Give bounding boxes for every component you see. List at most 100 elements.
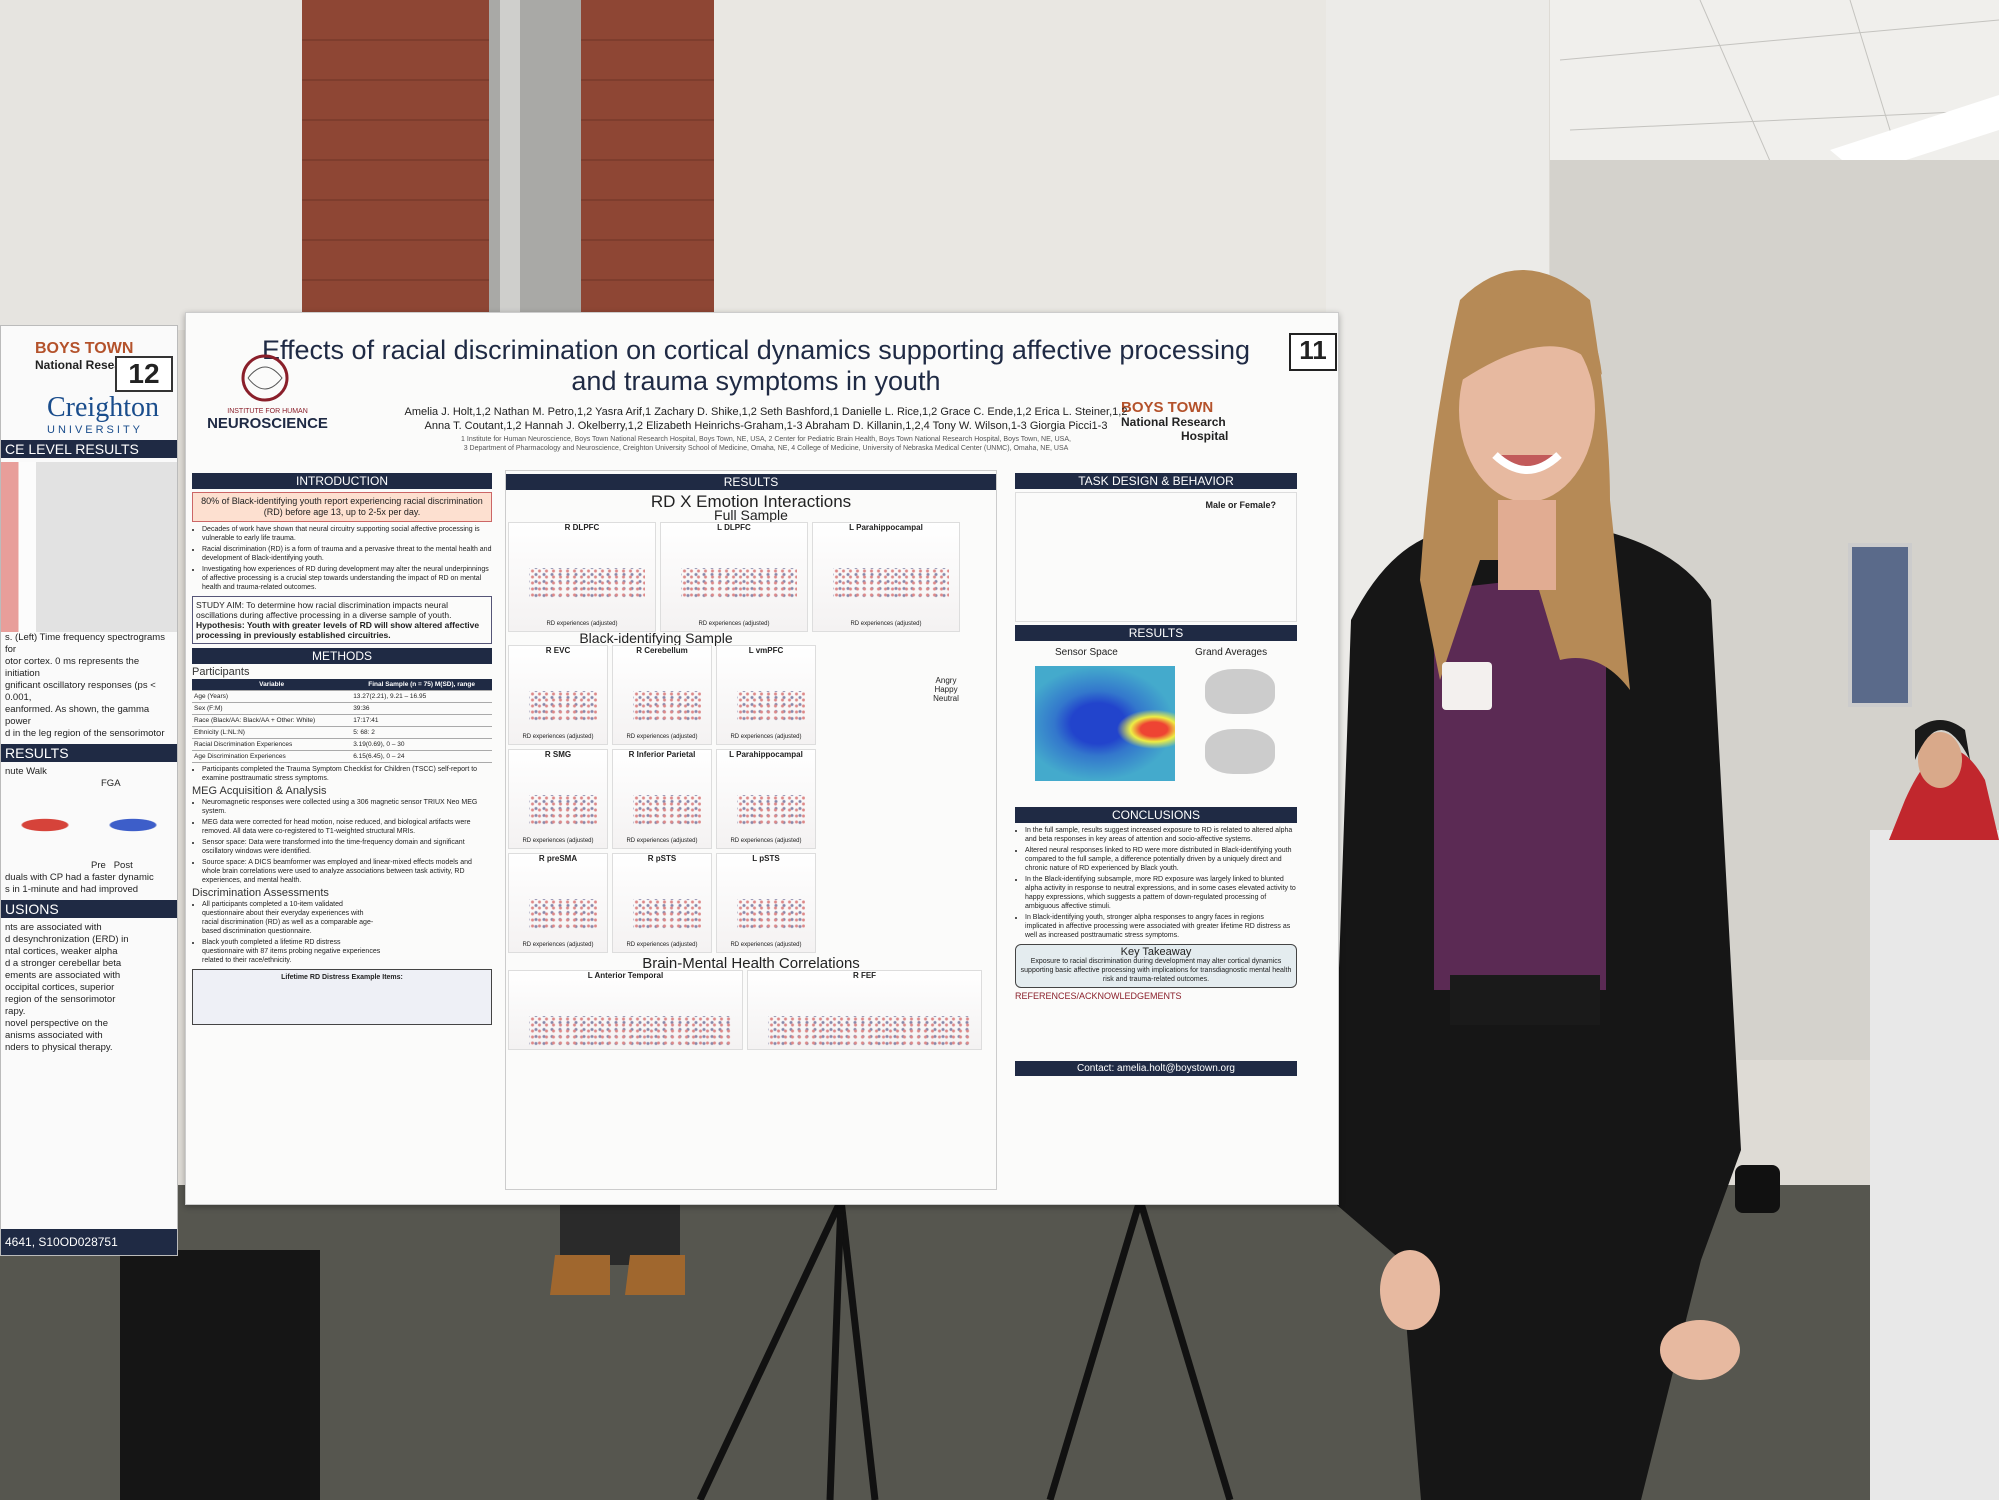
bullet: MEG data were corrected for head motion,…: [202, 818, 492, 836]
refs-header: REFERENCES/ACKNOWLEDGEMENTS: [1015, 991, 1182, 1001]
bullet: Sensor space: Data were transformed into…: [202, 838, 492, 856]
axis-label: RD experiences (adjusted): [522, 734, 594, 740]
panel-title: R preSMA: [538, 854, 578, 863]
woman-hairline: [1462, 284, 1602, 380]
decoration: [826, 1199, 845, 1500]
study-aim: STUDY AIM: To determine how racial discr…: [192, 596, 492, 644]
bullet: Decades of work have shown that neural c…: [202, 525, 492, 543]
visitor-shoes: [550, 1255, 685, 1295]
logo-left-line: NEUROSCIENCE: [207, 415, 328, 432]
left-chart-label: nute Walk: [5, 766, 47, 777]
bullet: In Black-identifying youth, stronger alp…: [1025, 913, 1297, 940]
section-header: INTRODUCTION: [192, 473, 492, 489]
sensor-figure: Sensor Space Grand Averages: [1015, 644, 1297, 804]
results-subtitle: Black-identifying Sample: [579, 630, 733, 646]
axis-label: RD experiences (adjusted): [730, 734, 802, 740]
panel-title: R FEF: [852, 971, 877, 980]
fig-label: Grand Averages: [1195, 647, 1268, 658]
affiliation-line: 3 Department of Pharmacology and Neurosc…: [463, 445, 1069, 452]
face-labels: Angry Happy Neutral: [901, 676, 991, 703]
subheader: Discrimination Assessments: [192, 887, 329, 899]
left-number: 12: [115, 356, 173, 392]
decoration: [696, 1198, 845, 1500]
woman-face: [1459, 318, 1595, 502]
face-label: Angry: [935, 676, 957, 685]
axis-label: RD experiences (adjusted): [626, 838, 698, 844]
table: [1870, 830, 1999, 1500]
aim-text: STUDY AIM: To determine how racial discr…: [196, 600, 452, 620]
left-text: rapy.: [5, 1006, 26, 1017]
plot-panel: R Inferior Parietal RD experiences (adjus…: [612, 749, 712, 849]
plot-panel: L vmPFC RD experiences (adjusted): [716, 645, 816, 745]
panel-title: L DLPFC: [717, 523, 751, 532]
panel-title: R Inferior Parietal: [628, 750, 696, 759]
results-subtitle: Full Sample: [714, 507, 788, 523]
axis-label: RD experiences (adjusted): [522, 838, 594, 844]
td: Ethnicity (L:NL:N): [192, 726, 352, 739]
left-header: CE LEVEL RESULTS: [1, 440, 177, 458]
left-header: USIONS: [1, 900, 177, 918]
axis-label: RD experiences (adjusted): [626, 942, 698, 948]
bullet: All participants completed a 10-item val…: [202, 900, 382, 936]
td: 13.27(2.21), 9.21 – 16.95: [351, 690, 492, 703]
decoration: [768, 1016, 971, 1046]
left-chart-label: Pre Post: [1, 860, 177, 872]
subheader: MEG Acquisition & Analysis: [192, 785, 327, 797]
left-text: s. (Left) Time frequency spectrograms fo…: [5, 632, 165, 655]
plot-panel: R preSMA RD experiences (adjusted): [508, 853, 608, 953]
contact: Contact: amelia.holt@boystown.org: [1015, 1061, 1297, 1076]
left-text: anisms associated with: [5, 1030, 103, 1041]
axis-label: RD experiences (adjusted): [626, 734, 698, 740]
section-header: RESULTS: [1015, 625, 1297, 641]
axis-label: RD experiences (adjusted): [522, 942, 594, 948]
decoration: Sex (F:M) 39:36: [192, 702, 492, 715]
left-chart-label: FGA: [101, 778, 121, 789]
authors: Amelia J. Holt,1,2 Nathan M. Petro,1,2 Y…: [336, 405, 1196, 433]
brain-render: [1205, 729, 1275, 774]
left-logo: BOYS TOWN: [35, 340, 134, 357]
left-text: d in the leg region of the sensorimotor: [5, 728, 165, 739]
full-panels: R DLPFC RD experiences (adjusted) L DLPFC R…: [506, 520, 976, 634]
author-line: Anna T. Coutant,1,2 Hannah J. Okelberry,…: [424, 420, 1108, 432]
decoration: [241, 354, 289, 402]
axis-label: RD experiences (adjusted): [546, 621, 618, 627]
wall-picture: [1848, 543, 1912, 707]
poster-title: Effects of racial discrimination on cort…: [262, 335, 1250, 396]
decoration: [529, 1016, 732, 1046]
decoration: [529, 899, 597, 929]
axis-label: RD experiences (adjusted): [850, 621, 922, 627]
left-text: occipital cortices, superior: [5, 982, 115, 993]
td: 6.15(6.45), 0 – 24: [351, 750, 492, 763]
section-header: METHODS: [192, 648, 492, 664]
fig-label: Sensor Space: [1055, 647, 1118, 658]
left-poster: BOYS TOWN National Research H 12 Creight…: [0, 325, 178, 1256]
wall-upper: [714, 0, 1354, 330]
decoration: [1136, 1198, 1234, 1500]
demographics-table: Variable Final Sample (n = 75) M(SD), ran…: [192, 679, 492, 763]
plot-panel: L Anterior Temporal: [508, 970, 743, 1050]
brain-icon: [241, 354, 289, 402]
affiliations: 1 Institute for Human Neuroscience, Boys…: [336, 435, 1196, 453]
decoration: [837, 1199, 879, 1500]
bullet: Altered neural responses linked to RD we…: [1025, 846, 1297, 873]
section-header: RESULTS: [506, 474, 996, 490]
woman-hand: [1660, 1320, 1740, 1380]
left-text: nders to physical therapy.: [5, 1042, 113, 1053]
decoration: [737, 691, 805, 721]
woman-neck: [1498, 500, 1556, 590]
decoration: [529, 691, 597, 721]
left-text: nts are associated with: [5, 922, 102, 933]
visitor-legs: [560, 1195, 680, 1265]
td: 39:36: [351, 702, 492, 715]
face-label: Neutral: [933, 694, 959, 703]
plot-panel: L Parahippocampal RD experiences (adjuste…: [812, 522, 960, 632]
decoration: Participants completed the Trauma Sympto…: [192, 765, 492, 783]
logo-right-line: BOYS TOWN: [1121, 399, 1214, 416]
face-label: Happy: [934, 685, 958, 694]
section-header: TASK DESIGN & BEHAVIOR: [1015, 473, 1297, 489]
decoration: [529, 795, 597, 825]
left-text: ements are associated with: [5, 970, 121, 981]
td: Age Discrimination Experiences: [192, 750, 352, 763]
td: Age (Years): [192, 690, 352, 703]
person-hair: [1915, 720, 1970, 760]
